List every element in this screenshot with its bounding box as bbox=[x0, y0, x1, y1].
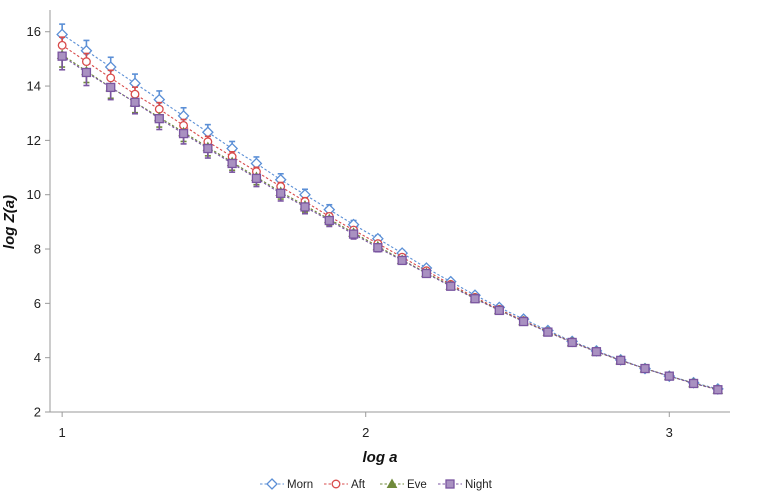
series-morn bbox=[56, 23, 724, 395]
legend-marker bbox=[445, 479, 455, 489]
data-point bbox=[494, 305, 504, 316]
data-point bbox=[300, 202, 310, 212]
x-tick-label: 2 bbox=[362, 425, 369, 440]
data-point bbox=[591, 347, 602, 357]
data-point bbox=[324, 215, 334, 226]
y-tick-label: 16 bbox=[27, 24, 41, 39]
data-point bbox=[227, 158, 237, 169]
data-point bbox=[203, 143, 213, 154]
data-point bbox=[640, 363, 650, 374]
data-point bbox=[421, 268, 432, 279]
y-tick-label: 14 bbox=[27, 79, 41, 94]
data-point bbox=[713, 385, 723, 395]
y-tick-label: 8 bbox=[34, 242, 41, 257]
x-tick-label: 1 bbox=[59, 425, 66, 440]
data-point bbox=[446, 281, 456, 291]
y-tick-label: 4 bbox=[34, 350, 41, 365]
data-point bbox=[106, 82, 116, 93]
series-night bbox=[57, 51, 723, 395]
y-tick-label: 12 bbox=[27, 133, 41, 148]
data-point bbox=[664, 371, 674, 381]
data-point bbox=[397, 255, 407, 266]
legend: Morn Aft Eve Night bbox=[260, 478, 493, 491]
x-tick-label: 3 bbox=[666, 425, 673, 440]
data-point bbox=[57, 51, 67, 61]
legend-item-morn: Morn bbox=[260, 478, 313, 491]
legend-label: Aft bbox=[351, 479, 366, 491]
data-point bbox=[81, 67, 92, 78]
data-point bbox=[57, 40, 67, 50]
data-point bbox=[106, 73, 116, 83]
plot-area bbox=[56, 23, 724, 395]
data-point bbox=[543, 327, 553, 337]
legend-marker bbox=[386, 478, 398, 488]
data-point bbox=[251, 173, 262, 184]
y-tick-label: 2 bbox=[34, 405, 41, 420]
series-line bbox=[61, 54, 718, 391]
legend-item-night: Night bbox=[438, 479, 493, 491]
data-point bbox=[470, 294, 480, 304]
legend-label: Eve bbox=[407, 479, 427, 491]
legend-label: Morn bbox=[287, 479, 313, 491]
y-tick-label: 10 bbox=[27, 187, 41, 202]
data-point bbox=[567, 337, 577, 348]
x-axis-title: log a bbox=[362, 449, 397, 466]
data-point bbox=[373, 243, 383, 253]
legend-marker bbox=[266, 478, 278, 490]
legend-item-aft: Aft bbox=[324, 479, 366, 491]
y-axis-title: log Z(a) bbox=[1, 195, 18, 249]
data-point bbox=[81, 57, 91, 67]
series-line bbox=[61, 55, 718, 391]
legend-item-eve: Eve bbox=[380, 478, 427, 491]
data-point bbox=[178, 128, 189, 139]
data-point bbox=[518, 316, 529, 327]
data-point bbox=[154, 113, 164, 124]
legend-marker bbox=[331, 479, 341, 489]
series-line bbox=[61, 33, 718, 390]
data-point bbox=[348, 229, 359, 239]
series-line bbox=[61, 44, 718, 390]
data-point bbox=[688, 378, 699, 389]
data-point bbox=[130, 97, 140, 108]
data-point bbox=[276, 188, 286, 198]
y-tick-label: 6 bbox=[34, 296, 41, 311]
legend-label: Night bbox=[465, 479, 493, 491]
data-point bbox=[616, 355, 626, 366]
